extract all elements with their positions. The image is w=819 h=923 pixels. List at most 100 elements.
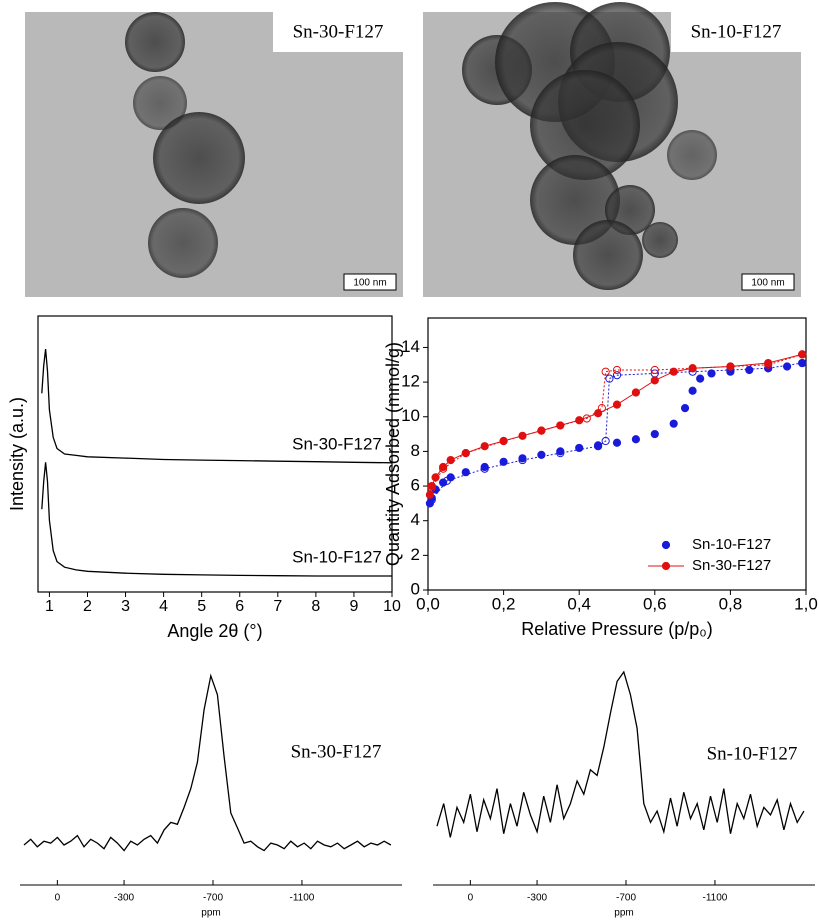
data-point bbox=[798, 350, 807, 359]
data-point bbox=[650, 429, 659, 439]
data-line bbox=[41, 349, 393, 464]
data-point bbox=[518, 431, 527, 440]
y-tick-label: 6 bbox=[411, 476, 420, 495]
x-tick-label: -700 bbox=[616, 893, 636, 904]
data-point bbox=[696, 374, 705, 383]
chart-panel: 0 -300 -700 -1100 ppm Sn-30-F127 bbox=[20, 673, 402, 919]
legend-marker bbox=[661, 561, 671, 571]
x-tick-label: 8 bbox=[311, 598, 320, 615]
data-point bbox=[575, 443, 584, 453]
scale-bar: 100 nm bbox=[751, 278, 784, 289]
data-point bbox=[461, 468, 470, 477]
data-point bbox=[594, 409, 603, 418]
scale-bar: 100 nm bbox=[353, 278, 386, 289]
data-point bbox=[425, 490, 434, 499]
x-tick-label: 7 bbox=[273, 598, 282, 615]
data-point bbox=[707, 369, 716, 378]
data-point bbox=[537, 450, 546, 459]
data-point bbox=[499, 457, 508, 466]
data-point bbox=[612, 371, 622, 380]
data-point bbox=[612, 400, 622, 409]
x-tick-label: 10 bbox=[383, 598, 401, 615]
data-point bbox=[680, 403, 690, 413]
chart-panel: 0,0 0,2 0,4 0,6 0,8 1,0 0 2 4 6 8 10 12 14 Relative Pr… bbox=[383, 317, 818, 639]
data-point bbox=[601, 436, 610, 446]
x-axis-label: ppm bbox=[614, 908, 633, 919]
data-point bbox=[612, 365, 622, 375]
x-tick-label: -1100 bbox=[290, 893, 315, 904]
x-tick-label: 0,6 bbox=[643, 594, 667, 613]
legend-label: Sn-30-F127 bbox=[692, 557, 771, 574]
data-point bbox=[499, 436, 508, 446]
series-line bbox=[431, 362, 803, 501]
x-axis-label: Angle 2θ (°) bbox=[167, 621, 262, 641]
data-point bbox=[783, 362, 792, 371]
y-tick-label: 12 bbox=[401, 372, 420, 391]
data-point bbox=[688, 386, 697, 395]
x-tick-label: 6 bbox=[235, 598, 244, 615]
y-tick-label: 4 bbox=[411, 510, 420, 529]
tem-image-left: Sn-30-F127 100 nm bbox=[25, 12, 403, 297]
series-label: Sn-10-F127 bbox=[292, 547, 382, 566]
data-point bbox=[650, 376, 659, 385]
data-point bbox=[605, 374, 614, 383]
plot-frame bbox=[427, 317, 807, 591]
y-tick-label: 0 bbox=[411, 579, 420, 598]
data-point bbox=[669, 367, 678, 376]
x-tick-label: 5 bbox=[197, 598, 206, 615]
x-tick-label: 4 bbox=[159, 598, 168, 615]
x-tick-label: 0,8 bbox=[719, 594, 743, 613]
data-point bbox=[442, 476, 451, 485]
data-point bbox=[518, 455, 527, 465]
data-point bbox=[597, 403, 606, 413]
x-tick-label: 0 bbox=[55, 893, 61, 904]
data-point bbox=[669, 419, 678, 428]
data-line bbox=[41, 462, 392, 577]
data-point bbox=[582, 414, 591, 423]
x-tick-label: -700 bbox=[203, 893, 223, 904]
legend-label: Sn-10-F127 bbox=[692, 536, 771, 553]
x-tick-label: 0 bbox=[468, 893, 474, 904]
data-line bbox=[23, 673, 392, 852]
x-tick-label: -300 bbox=[527, 893, 547, 904]
y-tick-label: 2 bbox=[411, 545, 420, 564]
y-tick-label: 8 bbox=[411, 441, 420, 460]
series-label: Sn-10-F127 bbox=[707, 743, 798, 764]
data-point bbox=[726, 362, 735, 371]
data-point bbox=[439, 464, 448, 473]
chart-panel: 0 -300 -700 -1100 ppm Sn-10-F127 bbox=[433, 670, 815, 919]
data-point bbox=[601, 367, 610, 376]
series-label: Sn-30-F127 bbox=[292, 434, 382, 453]
x-tick-label: 0,0 bbox=[416, 594, 440, 613]
x-tick-label: 1 bbox=[45, 598, 54, 615]
y-axis-label: Intensity (a.u.) bbox=[7, 397, 27, 511]
data-point bbox=[631, 388, 641, 397]
data-line bbox=[436, 670, 805, 838]
x-axis-label: ppm bbox=[201, 908, 220, 919]
data-point bbox=[556, 447, 565, 456]
y-tick-label: 14 bbox=[401, 337, 420, 356]
data-point bbox=[688, 364, 697, 373]
data-point bbox=[798, 358, 807, 368]
plot-frame bbox=[37, 315, 393, 593]
data-point bbox=[439, 462, 448, 472]
data-point bbox=[612, 438, 622, 447]
series-line bbox=[431, 353, 803, 489]
data-point bbox=[745, 365, 754, 375]
data-point bbox=[764, 358, 773, 368]
image-label: Sn-30-F127 bbox=[293, 21, 384, 42]
data-point bbox=[427, 483, 436, 492]
x-tick-label: -1100 bbox=[703, 893, 728, 904]
data-point bbox=[461, 449, 470, 458]
x-tick-label: 0,2 bbox=[492, 594, 516, 613]
chart-panel: 1 2 3 4 5 6 7 8 9 10 Angle 2θ (°) Intensity (a.u.) S… bbox=[7, 315, 401, 641]
data-point bbox=[537, 426, 546, 435]
x-tick-label: 3 bbox=[121, 598, 130, 615]
series-label: Sn-30-F127 bbox=[291, 741, 382, 762]
data-point bbox=[594, 442, 603, 451]
y-tick-label: 10 bbox=[401, 406, 420, 425]
data-point bbox=[764, 360, 773, 369]
image-label: Sn-10-F127 bbox=[691, 21, 782, 42]
data-point bbox=[480, 464, 489, 473]
